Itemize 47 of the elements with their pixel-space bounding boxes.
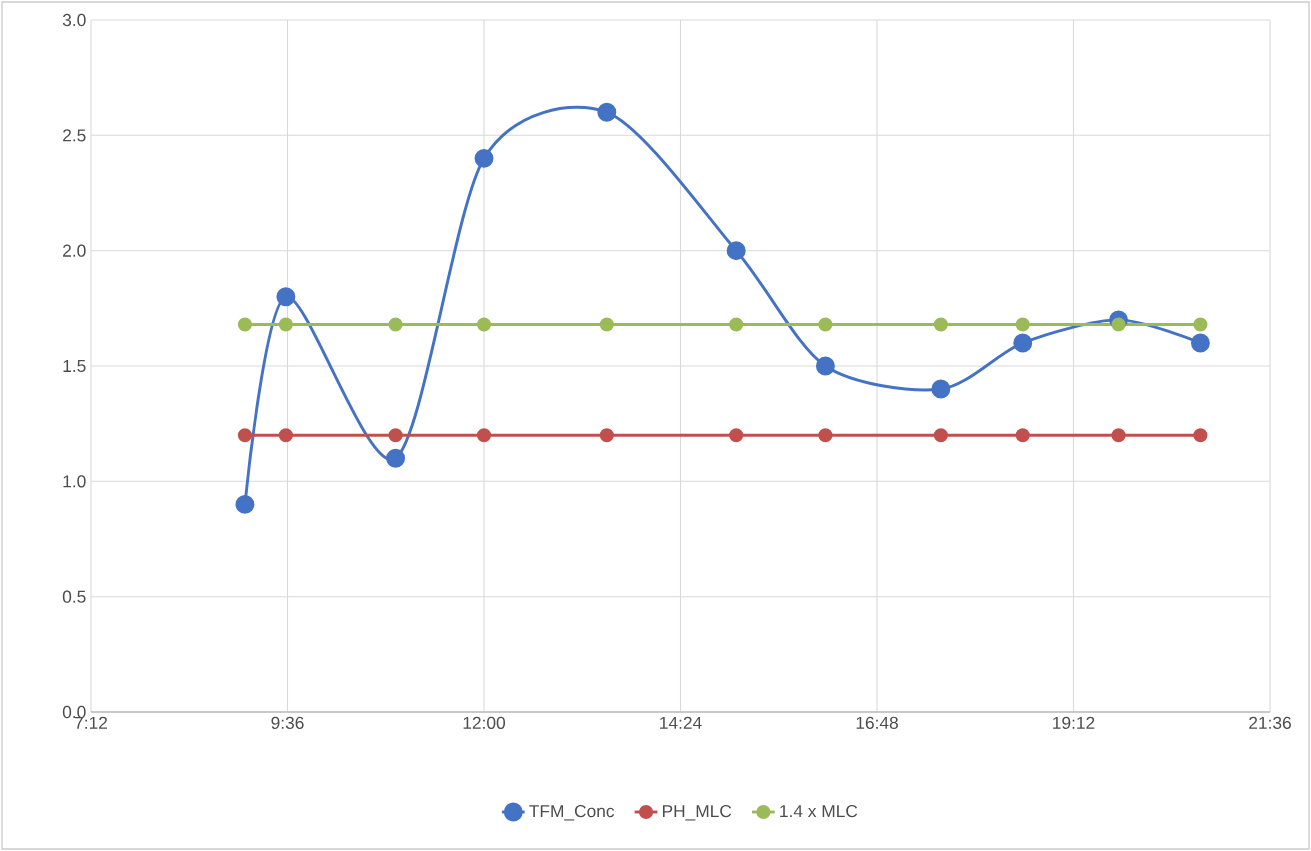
point (386, 448, 406, 468)
y-tick-label: 2.0 (63, 244, 86, 257)
y-tick-label: 1.0 (63, 475, 86, 488)
legend-label: PH_MLC (662, 804, 732, 821)
point (278, 428, 293, 443)
point (933, 317, 948, 332)
point (1013, 333, 1033, 353)
point (276, 287, 296, 307)
legend-label: 1.4 x MLC (780, 804, 858, 818)
point (1015, 428, 1030, 443)
x-tick-label: 9:36 (271, 716, 304, 729)
point (474, 148, 494, 168)
point (1190, 333, 1210, 353)
point (1015, 317, 1030, 332)
x-tick-label: 21:36 (1249, 716, 1291, 729)
point (235, 494, 255, 514)
y-tick-label: 1.5 (63, 359, 86, 373)
x-tick-label: 16:48 (856, 716, 898, 729)
point (278, 317, 293, 332)
point (933, 428, 948, 443)
x-tick-label: 14:24 (660, 716, 702, 729)
point (729, 428, 744, 443)
legend-label: TFM_Conc (529, 804, 615, 821)
point (1193, 428, 1208, 443)
point (599, 317, 614, 332)
point (815, 356, 835, 376)
point (476, 428, 492, 443)
point (388, 317, 403, 332)
x-tick-label: 12:00 (463, 716, 506, 729)
point (1111, 317, 1126, 332)
point (1111, 428, 1126, 443)
point (726, 241, 746, 261)
x-tick-label: 19:12 (1053, 716, 1095, 729)
point (237, 317, 252, 332)
point (729, 317, 744, 332)
point (599, 428, 614, 443)
y-tick-label: 2.5 (63, 129, 86, 142)
point (931, 379, 951, 399)
point (818, 317, 833, 332)
point (1193, 317, 1208, 332)
point (476, 317, 492, 332)
y-tick-label: 0.5 (62, 590, 86, 603)
point (237, 428, 252, 443)
point (388, 428, 403, 443)
point (818, 428, 833, 443)
y-tick-label: 3.0 (62, 13, 86, 27)
point (597, 102, 617, 122)
